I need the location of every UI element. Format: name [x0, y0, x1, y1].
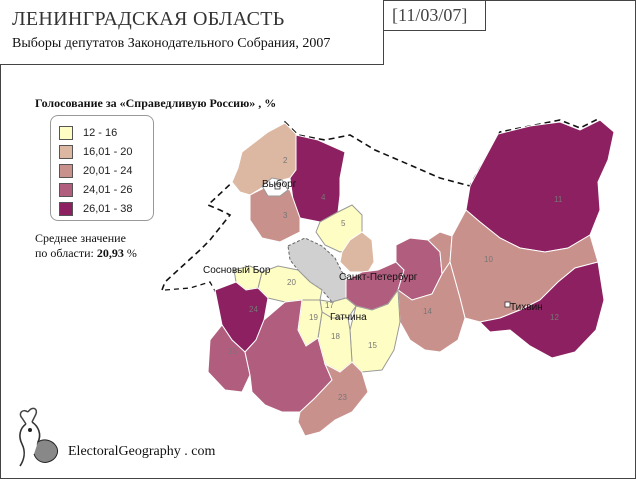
region-number: 10	[484, 255, 493, 264]
region-14	[397, 260, 466, 353]
region-number: 24	[249, 305, 258, 314]
legend-item: 26,01 - 38	[59, 202, 133, 216]
map-date: [11/03/07]	[392, 5, 468, 25]
legend-swatch	[59, 126, 73, 140]
vyborg-marker	[274, 183, 281, 190]
region-number: 15	[368, 341, 377, 350]
city-label-vyborg: Выборг	[262, 178, 297, 190]
average-unit: %	[126, 246, 137, 260]
footer-site: ElectoralGeography . com	[68, 444, 216, 459]
legend-swatch	[59, 202, 73, 216]
legend-item: 20,01 - 24	[59, 164, 133, 178]
region-number: 17	[325, 301, 334, 310]
region-number: 14	[423, 307, 432, 316]
region-12	[478, 261, 605, 359]
average-line2: по области:	[35, 246, 94, 260]
city-label-gatchina: Гатчина	[330, 312, 367, 323]
region-number: 25	[228, 347, 237, 356]
region-number: 3	[283, 211, 288, 220]
legend-label: 16,01 - 20	[83, 146, 133, 158]
map-subtitle: Выборы депутатов Законодательного Собран…	[12, 36, 331, 51]
region-number: 20	[287, 278, 296, 287]
legend-swatch	[59, 164, 73, 178]
region-number: 12	[550, 313, 559, 322]
date-box: [11/03/07]	[384, 0, 486, 31]
region-number: 23	[338, 393, 347, 402]
region-number: 18	[331, 332, 340, 341]
legend-label: 26,01 - 38	[83, 203, 133, 215]
average-note: Среднее значение по области: 20,93 %	[35, 231, 137, 261]
region-number: 11	[554, 195, 563, 204]
city-label-tikhvin: Тихвин	[510, 302, 543, 313]
city-label-sosnovy-bor: Сосновый Бор	[203, 265, 271, 276]
region-6	[339, 231, 375, 273]
title-box: ЛЕНИНГРАДСКАЯ ОБЛАСТЬ Выборы депутатов З…	[0, 0, 384, 65]
legend-title: Голосование за «Справедливую Россию» , %	[35, 96, 277, 110]
region-number: 5	[341, 219, 346, 228]
region-4	[289, 134, 346, 223]
legend-label: 20,01 - 24	[83, 165, 133, 177]
legend-item: 12 - 16	[59, 126, 117, 140]
region-number: 4	[321, 193, 326, 202]
region-number: 2	[283, 156, 288, 165]
legend-swatch	[59, 145, 73, 159]
gulf-coast	[164, 281, 221, 301]
city-label-spb: Санкт-Петербург	[339, 271, 418, 283]
legend: 12 - 16 16,01 - 20 20,01 - 24 24,01 - 26…	[50, 115, 154, 221]
region-number: 19	[309, 313, 318, 322]
map-title: ЛЕНИНГРАДСКАЯ ОБЛАСТЬ	[12, 8, 285, 30]
legend-swatch	[59, 183, 73, 197]
legend-label: 24,01 - 26	[83, 184, 133, 196]
average-line1: Среднее значение	[35, 231, 126, 245]
average-value: 20,93	[96, 246, 124, 260]
legend-item: 16,01 - 20	[59, 145, 133, 159]
legend-label: 12 - 16	[83, 127, 118, 139]
tikhvin-marker	[504, 301, 511, 308]
region-23	[297, 361, 369, 437]
legend-item: 24,01 - 26	[59, 183, 133, 197]
stag-logo-icon	[19, 407, 59, 467]
